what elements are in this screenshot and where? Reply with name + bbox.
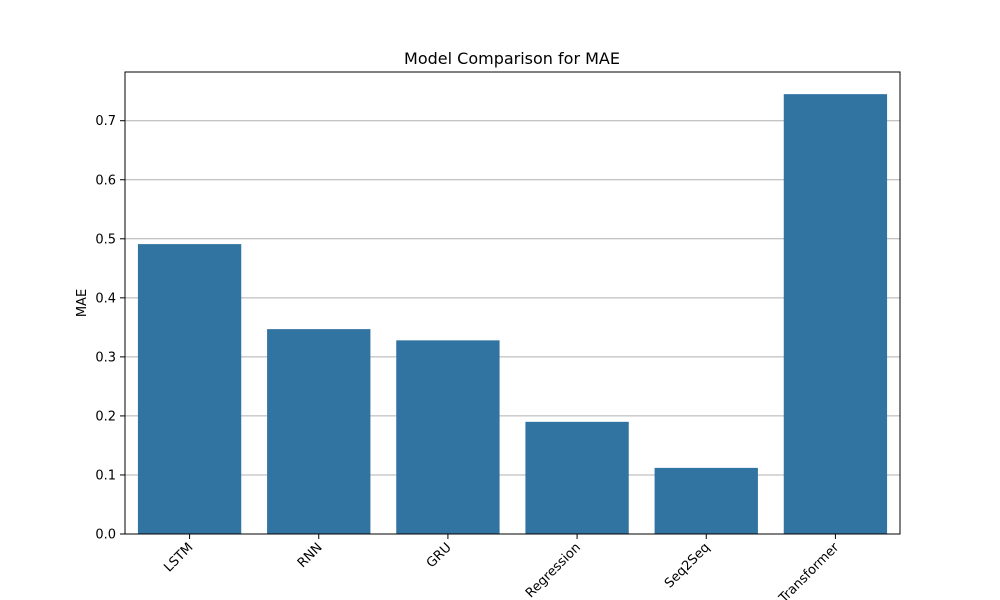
plot-frame	[124, 71, 901, 535]
bar	[783, 94, 888, 535]
y-tick-label: 0.5	[95, 232, 116, 247]
x-tick-label: Seq2Seq	[662, 540, 713, 591]
x-tick-label: Regression	[523, 540, 584, 600]
bar	[654, 467, 758, 534]
gridlines	[125, 120, 900, 535]
y-tick-label: 0.1	[95, 468, 116, 483]
x-tick-label: Transformer	[776, 540, 843, 600]
bar	[267, 329, 371, 534]
x-tick-label: LSTM	[161, 540, 196, 575]
y-tick-label: 0.0	[95, 528, 116, 543]
bar	[396, 340, 500, 534]
y-tick-label: 0.6	[95, 173, 116, 188]
x-tick-label: RNN	[295, 540, 326, 571]
bars	[137, 94, 888, 535]
bar	[137, 244, 242, 534]
y-axis-ticks: 0.0 0.1 0.2 0.3 0.4 0.5 0.6 0.7	[95, 114, 125, 543]
x-axis-ticks: LSTM RNN GRU Regression Seq2Seq Transformer	[161, 534, 843, 600]
chart-title: Model Comparison for MAE	[404, 49, 620, 68]
y-tick-label: 0.3	[95, 350, 116, 365]
y-tick-label: 0.2	[95, 409, 116, 424]
y-tick-label: 0.7	[95, 114, 116, 129]
bar	[525, 421, 629, 534]
x-tick-label: GRU	[424, 540, 455, 571]
y-axis-label: MAE	[75, 289, 90, 317]
y-tick-label: 0.4	[95, 291, 116, 306]
